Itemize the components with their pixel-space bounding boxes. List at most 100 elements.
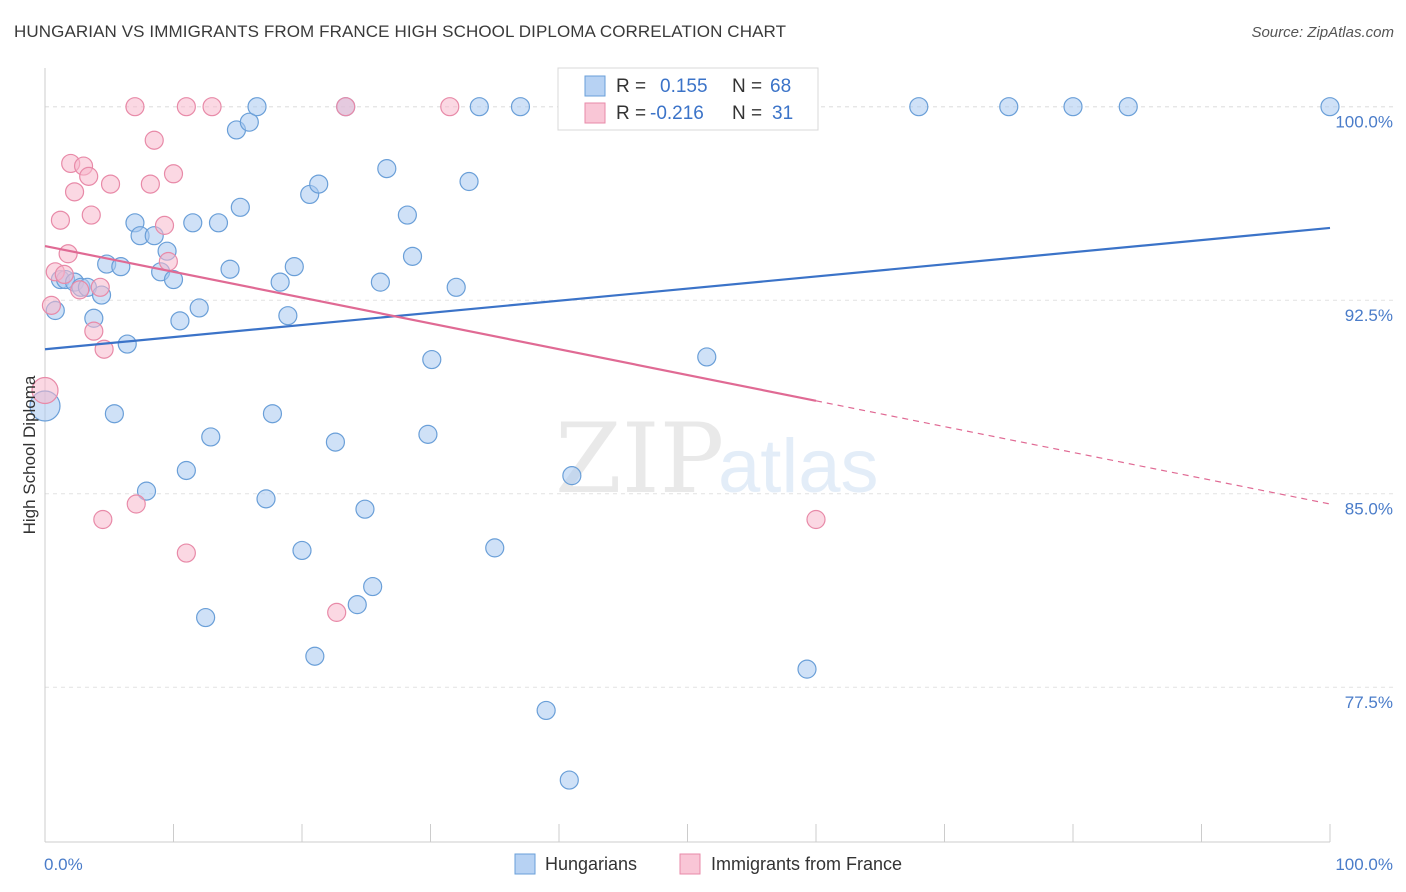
hungarians-point-33 [262, 404, 283, 424]
hungarians-point-63 [909, 97, 929, 117]
watermark-atlas: atlas [718, 424, 879, 509]
hungarians-point-57 [536, 700, 556, 721]
hungarians-point-49 [402, 246, 423, 266]
france-point-3 [50, 210, 71, 230]
gridlines [45, 106, 1395, 688]
hungarians-point-30 [239, 112, 259, 132]
hungarians-point-15 [136, 481, 157, 501]
france-point-29 [440, 97, 460, 117]
y-tick-label-3: 77.5% [1345, 693, 1393, 712]
hungarians-point-66 [1118, 97, 1138, 117]
france-point-4 [54, 264, 74, 284]
hungarians-point-60 [697, 347, 717, 367]
hungarians-point-31 [247, 97, 267, 117]
legend-label-hungarians: Hungarians [545, 854, 637, 874]
legend-n-value-1: 68 [770, 76, 791, 97]
hungarians-point-25 [201, 427, 221, 447]
legend-n-value-2: 31 [772, 103, 793, 124]
france-point-10 [79, 166, 99, 186]
hungarians-point-22 [183, 213, 203, 233]
trend-line-hungarians [44, 226, 1331, 351]
legend-swatch-hungarians [584, 75, 606, 97]
legend-label-france: Immigrants from France [711, 854, 902, 874]
series-legend: Hungarians Immigrants from France [514, 853, 902, 875]
watermark-zip: ZIP [555, 403, 724, 515]
hungarians-point-41 [325, 432, 346, 452]
hungarians-point-10 [104, 404, 124, 424]
france-point-17 [126, 494, 146, 514]
legend-swatch-france-bottom [679, 853, 701, 875]
hungarians-point-44 [355, 499, 375, 519]
france-point-20 [144, 130, 164, 150]
hungarians-point-55 [485, 538, 505, 558]
hungarians-point-27 [220, 259, 240, 279]
hungarians-point-52 [446, 277, 466, 297]
hungarians-point-45 [363, 576, 383, 597]
hungarians-point-54 [469, 97, 489, 117]
france-point-30 [806, 509, 826, 530]
trend-line-france [44, 244, 817, 402]
hungarians-point-35 [278, 306, 298, 326]
hungarians-point-36 [284, 257, 304, 277]
y-tick-label-0: 100.0% [1335, 113, 1393, 132]
hungarians-point-56 [510, 97, 531, 117]
hungarians-point-32 [256, 489, 276, 509]
hungarians-point-12 [117, 334, 137, 354]
y-tick-label-2: 85.0% [1345, 500, 1393, 519]
hungarians-point-19 [163, 269, 184, 290]
legend-r-value-2: -0.216 [650, 103, 704, 124]
hungarians-point-51 [422, 349, 442, 370]
x-tick-label-1: 100.0% [1335, 855, 1393, 874]
hungarians-point-29 [230, 197, 250, 217]
chart-title: HUNGARIAN VS IMMIGRANTS FROM FRANCE HIGH… [14, 22, 787, 41]
france-point-27 [327, 602, 347, 622]
legend-r-value-1: 0.155 [660, 76, 708, 97]
hungarians-point-59 [562, 466, 582, 486]
series-immigrants-from-france [31, 97, 826, 622]
y-axis-label: High School Diploma [20, 375, 39, 534]
france-point-18 [125, 97, 145, 117]
hungarians-point-24 [196, 607, 216, 628]
france-point-22 [158, 251, 178, 272]
france-point-11 [81, 205, 101, 225]
tick-labels: 100.0% 92.5% 85.0% 77.5% 0.0% 100.0% [44, 113, 1393, 874]
hungarians-point-50 [418, 424, 438, 444]
france-point-23 [163, 164, 184, 184]
france-point-0 [31, 376, 59, 405]
legend-swatch-france [584, 102, 606, 124]
france-point-7 [64, 182, 85, 202]
legend-r-label-1: R = [616, 76, 646, 97]
france-point-19 [140, 174, 160, 194]
hungarians-point-46 [370, 272, 390, 292]
legend-swatch-hungarians-bottom [514, 853, 536, 875]
hungarians-point-53 [459, 171, 479, 192]
hungarians-point-39 [305, 646, 325, 666]
hungarians-point-58 [559, 770, 579, 790]
legend-r-label-2: R = [616, 103, 646, 124]
trend-line-france-extension [815, 400, 1331, 505]
hungarians-point-20 [170, 311, 190, 331]
hungarians-point-23 [189, 298, 209, 318]
hungarians-point-65 [1063, 97, 1083, 117]
hungarians-point-21 [176, 460, 196, 481]
stats-legend: R = 0.155 N = 68 R = -0.216 N = 31 [557, 67, 819, 131]
axes [44, 68, 1331, 843]
france-point-21 [154, 215, 175, 235]
hungarians-point-37 [292, 540, 312, 561]
hungarians-point-47 [377, 159, 397, 179]
trend-lines [44, 226, 1331, 505]
france-point-12 [84, 321, 104, 341]
france-point-28 [336, 97, 356, 117]
france-point-5 [58, 244, 78, 264]
france-point-13 [90, 277, 110, 297]
france-point-1 [41, 295, 62, 315]
y-tick-label-1: 92.5% [1345, 306, 1393, 325]
hungarians-point-67 [1320, 97, 1340, 117]
france-point-24 [176, 543, 196, 563]
hungarians-point-40 [309, 174, 329, 194]
x-tick-label-0: 0.0% [44, 855, 83, 874]
watermark: ZIP atlas [555, 403, 879, 515]
france-point-15 [93, 509, 113, 530]
france-point-26 [202, 97, 222, 117]
hungarians-point-62 [797, 659, 817, 679]
